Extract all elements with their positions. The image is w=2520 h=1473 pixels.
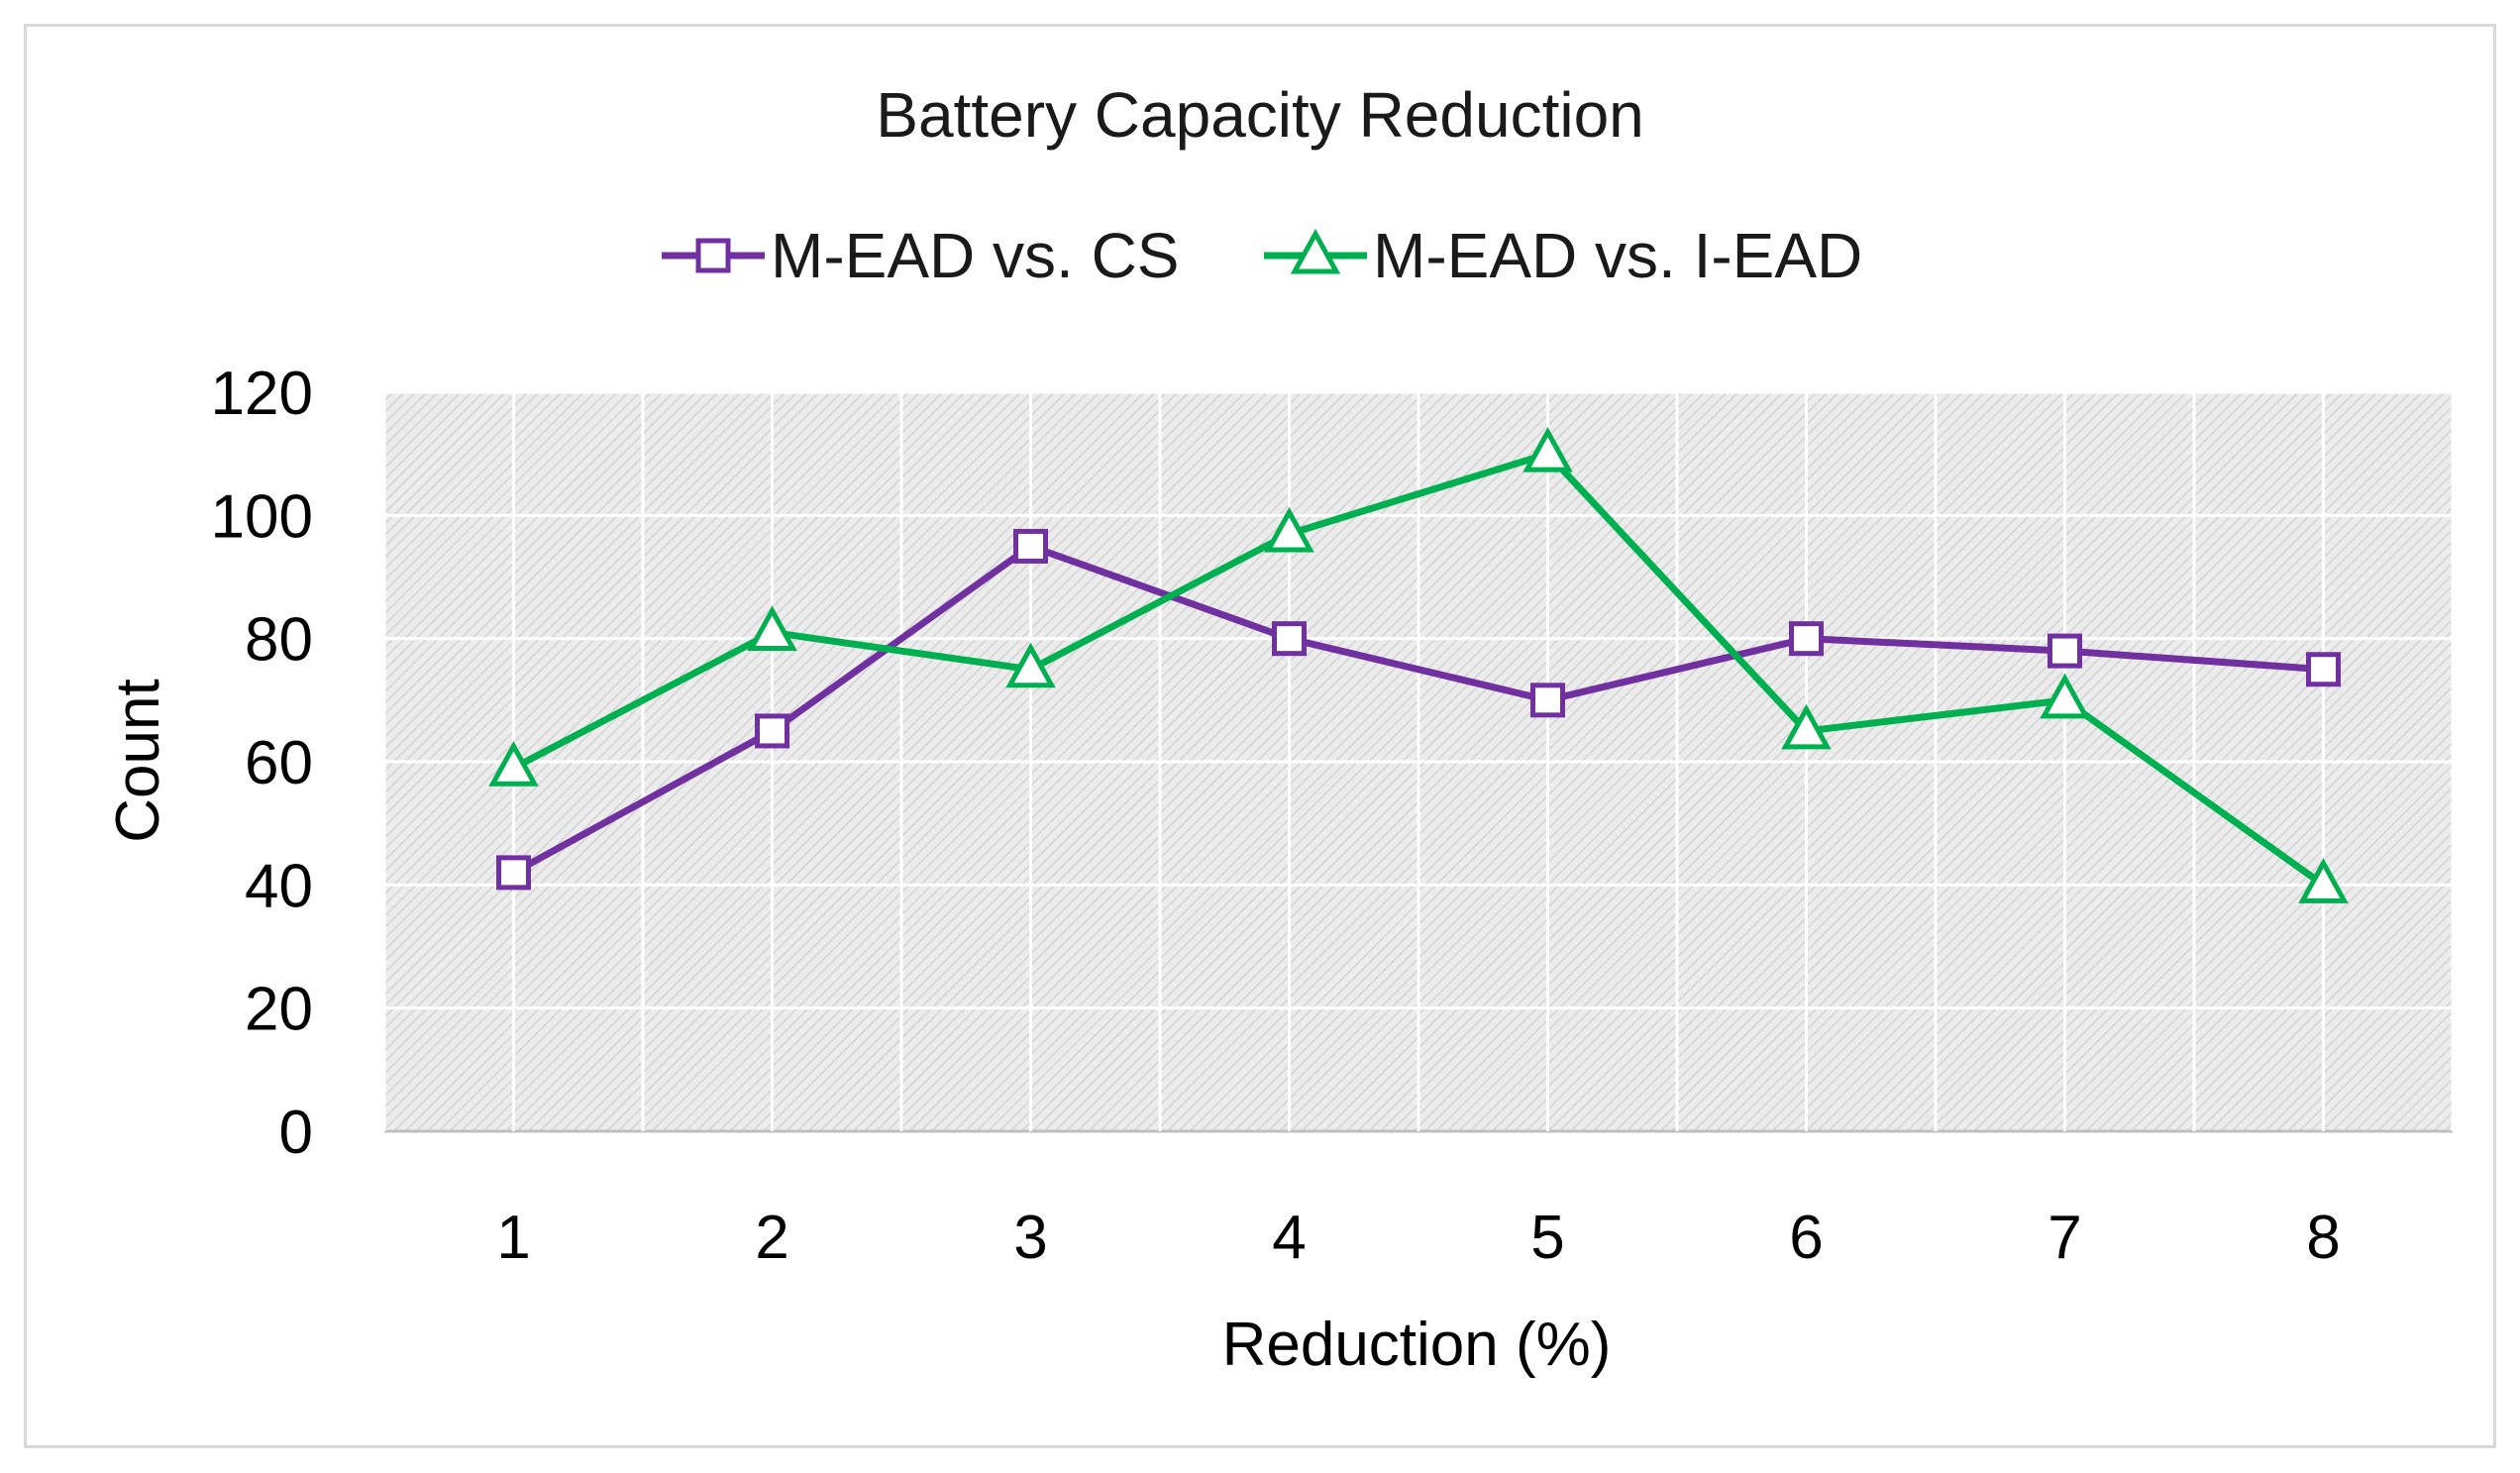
chart-title: Battery Capacity Reduction <box>876 79 1644 151</box>
data-point <box>1530 683 1565 718</box>
data-point <box>2298 858 2349 903</box>
data-point <box>1013 528 1048 564</box>
data-point <box>747 605 797 651</box>
x-tick-label: 8 <box>2306 1204 2340 1272</box>
y-tick-label: 40 <box>245 852 313 920</box>
x-tick-label: 1 <box>496 1204 530 1272</box>
data-point <box>1781 703 1832 750</box>
x-tick-label: 6 <box>1789 1204 1823 1272</box>
data-point <box>755 713 789 749</box>
y-tick-label: 20 <box>245 976 313 1044</box>
series-line <box>511 450 2326 889</box>
data-point <box>1005 642 1056 688</box>
x-axis-label: Reduction (%) <box>1222 1311 1612 1379</box>
legend-item: M-EAD vs. CS <box>662 220 1179 291</box>
series-line <box>511 542 2324 876</box>
data-point <box>2048 633 2082 669</box>
x-tick-label: 5 <box>1530 1204 1564 1272</box>
x-tick-label: 4 <box>1272 1204 1306 1272</box>
data-point <box>1522 426 1573 473</box>
legend-item: M-EAD vs. I-EAD <box>1264 220 1862 291</box>
data-point <box>1789 621 1824 657</box>
y-tick-label: 0 <box>279 1099 313 1167</box>
x-axis-ticks: 1 2 3 4 5 6 7 8 <box>496 1204 2340 1272</box>
data-point <box>2306 652 2341 687</box>
series-group <box>488 426 2349 903</box>
gridlines <box>382 390 2455 1133</box>
x-tick-label: 7 <box>2048 1204 2081 1272</box>
y-tick-label: 120 <box>211 360 313 428</box>
data-point <box>488 741 539 787</box>
legend: M-EAD vs. CS M-EAD vs. I-EAD <box>662 220 1862 291</box>
legend-label: M-EAD vs. I-EAD <box>1373 220 1862 291</box>
data-point <box>2040 673 2090 719</box>
x-tick-label: 2 <box>755 1204 788 1272</box>
legend-label: M-EAD vs. CS <box>771 220 1179 291</box>
y-tick-label: 100 <box>211 482 313 551</box>
data-point <box>496 855 531 891</box>
y-axis-label: Count <box>104 679 172 842</box>
y-axis-ticks: 0 20 40 60 80 100 120 <box>211 360 313 1167</box>
legend-triangle-marker <box>1290 228 1341 274</box>
x-tick-label: 3 <box>1013 1204 1047 1272</box>
series-m-ead-vs-i-ead <box>488 426 2349 903</box>
legend-square-marker <box>695 238 731 273</box>
data-point <box>1272 621 1307 657</box>
data-point <box>1264 506 1314 553</box>
series-m-ead-vs-cs <box>496 528 2341 891</box>
y-tick-label: 60 <box>245 729 313 797</box>
y-tick-label: 80 <box>245 606 313 675</box>
